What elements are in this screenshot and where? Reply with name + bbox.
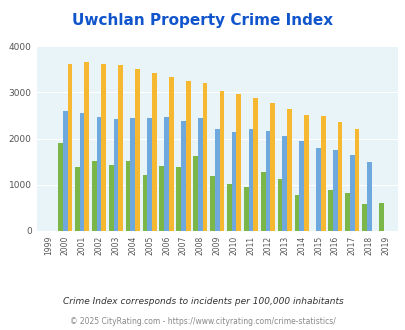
- Text: © 2025 CityRating.com - https://www.cityrating.com/crime-statistics/: © 2025 CityRating.com - https://www.city…: [70, 317, 335, 326]
- Text: Uwchlan Property Crime Index: Uwchlan Property Crime Index: [72, 13, 333, 28]
- Bar: [303, 115, 308, 231]
- Bar: [219, 90, 224, 231]
- Bar: [151, 73, 156, 231]
- Bar: [294, 195, 298, 231]
- Bar: [337, 122, 342, 231]
- Bar: [298, 141, 303, 231]
- Bar: [68, 64, 72, 231]
- Bar: [243, 187, 248, 231]
- Bar: [168, 77, 173, 231]
- Bar: [366, 162, 371, 231]
- Bar: [378, 203, 383, 231]
- Bar: [101, 64, 106, 231]
- Bar: [198, 118, 202, 231]
- Bar: [320, 116, 325, 231]
- Bar: [328, 190, 332, 231]
- Bar: [253, 98, 258, 231]
- Bar: [270, 104, 274, 231]
- Bar: [181, 121, 185, 231]
- Bar: [92, 161, 96, 231]
- Bar: [185, 81, 190, 231]
- Bar: [96, 117, 101, 231]
- Bar: [277, 179, 282, 231]
- Bar: [109, 165, 113, 231]
- Bar: [126, 161, 130, 231]
- Bar: [265, 131, 270, 231]
- Bar: [354, 129, 358, 231]
- Bar: [135, 69, 140, 231]
- Bar: [226, 184, 231, 231]
- Bar: [84, 62, 89, 231]
- Bar: [361, 204, 366, 231]
- Bar: [142, 175, 147, 231]
- Bar: [332, 150, 337, 231]
- Bar: [118, 65, 123, 231]
- Text: Crime Index corresponds to incidents per 100,000 inhabitants: Crime Index corresponds to incidents per…: [62, 297, 343, 307]
- Bar: [260, 172, 265, 231]
- Bar: [130, 118, 135, 231]
- Bar: [214, 129, 219, 231]
- Bar: [202, 83, 207, 231]
- Bar: [58, 143, 63, 231]
- Bar: [231, 132, 236, 231]
- Bar: [248, 129, 253, 231]
- Bar: [176, 167, 181, 231]
- Bar: [63, 111, 68, 231]
- Bar: [113, 119, 118, 231]
- Bar: [344, 193, 349, 231]
- Bar: [159, 166, 164, 231]
- Bar: [315, 148, 320, 231]
- Bar: [286, 109, 291, 231]
- Bar: [349, 155, 354, 231]
- Bar: [147, 118, 151, 231]
- Bar: [210, 176, 214, 231]
- Bar: [164, 117, 168, 231]
- Bar: [282, 136, 286, 231]
- Bar: [193, 156, 198, 231]
- Bar: [75, 167, 79, 231]
- Bar: [236, 94, 241, 231]
- Bar: [79, 113, 84, 231]
